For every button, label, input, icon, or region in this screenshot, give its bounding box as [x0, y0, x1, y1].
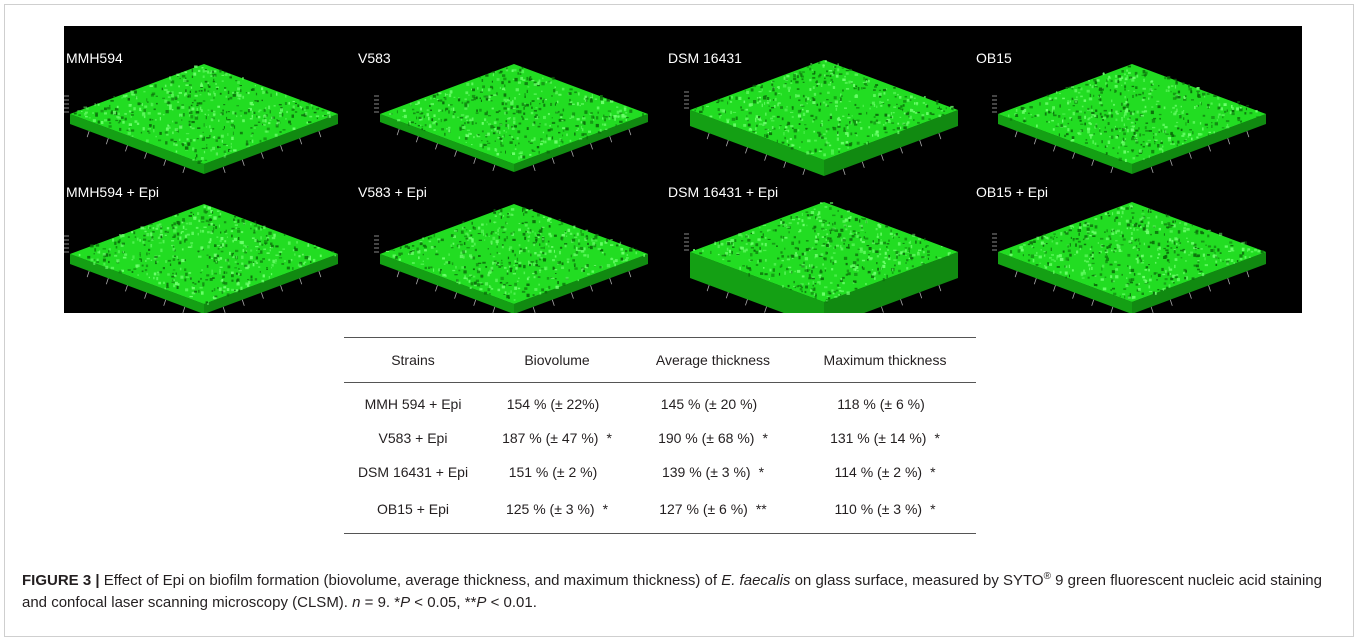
biovolume-cell: 151 % (± 2 %) — [508, 464, 598, 480]
registered-mark: ® — [1043, 571, 1051, 582]
panel-label: OB15 — [976, 50, 1012, 66]
significance-mark: * — [762, 430, 768, 446]
significance-mark: * — [758, 464, 765, 480]
significance-mark: * — [930, 464, 936, 480]
panel-label: OB15 + Epi — [976, 184, 1048, 200]
col-header-biovolume: Biovolume — [482, 337, 632, 383]
average-thickness-cell: 127 % (± 6 %) ** — [632, 489, 794, 534]
table-row: OB15 + Epi 125 % (± 3 %) * 127 % (± 6 %) *… — [344, 489, 976, 534]
results-table: Strains Biovolume Average thickness Maxi… — [344, 337, 976, 534]
strain-cell: MMH 594 + Epi — [364, 396, 462, 412]
biofilm-surface — [374, 64, 648, 172]
biovolume-cell: 187 % (± 47 %) * — [502, 430, 612, 446]
table-header-row: Strains Biovolume Average thickness Maxi… — [344, 337, 976, 383]
microscopy-images — [64, 60, 1266, 313]
col-header-average-thickness: Average thickness — [632, 337, 794, 383]
species-name: E. faecalis — [721, 572, 791, 589]
figure-frame — [4, 4, 1354, 637]
table-row: MMH 594 + Epi 154 % (± 22%) 145 % (± 20 … — [344, 383, 976, 422]
strain-cell: DSM 16431 + Epi — [357, 464, 469, 480]
biofilm-surface — [374, 204, 648, 313]
figure-number: FIGURE 3 | — [22, 572, 100, 589]
panel-label: V583 + Epi — [358, 184, 427, 200]
average-thickness-cell: 190 % (± 68 %) * — [658, 430, 768, 446]
col-header-strains: Strains — [344, 337, 482, 383]
figure-caption: FIGURE 3 | Effect of Epi on biofilm form… — [22, 571, 1322, 612]
significance-mark: ** — [755, 501, 767, 517]
microscopy-panel-grid: MMH594 V583 DSM 16431 OB15 MMH594 + Epi … — [64, 26, 1302, 313]
panel-label: MMH594 + Epi — [66, 184, 159, 200]
maximum-thickness-cell: 131 % (± 14 %) * — [830, 430, 940, 446]
average-thickness-cell: 139 % (± 3 %) * — [661, 464, 765, 480]
biofilm-surface — [992, 202, 1266, 313]
panel-label: DSM 16431 + Epi — [668, 184, 779, 200]
panel-label: V583 — [358, 50, 391, 66]
strain-cell: V583 + Epi — [378, 430, 448, 446]
biovolume-cell: 125 % (± 3 %) * — [482, 489, 632, 534]
average-thickness-cell: 145 % (± 20 %) — [660, 396, 758, 412]
biofilm-surface — [64, 204, 338, 313]
table-row: V583 + Epi 187 % (± 47 %) * 190 % (± 68 %… — [344, 421, 976, 455]
col-header-maximum-thickness: Maximum thickness — [794, 337, 976, 383]
biofilm-surface — [684, 60, 958, 176]
panel-label: DSM 16431 — [668, 50, 742, 66]
biovolume-cell: 154 % (± 22%) — [506, 396, 600, 412]
biofilm-surface — [64, 64, 338, 174]
panel-label: MMH594 — [66, 50, 123, 66]
strain-cell: OB15 + Epi — [344, 489, 482, 534]
significance-mark: * — [934, 430, 940, 446]
biofilm-surface — [684, 202, 958, 313]
significance-mark: * — [930, 501, 936, 517]
significance-mark: * — [602, 501, 609, 517]
maximum-thickness-cell: 118 % (± 6 %) — [837, 396, 925, 412]
significance-mark: * — [606, 430, 612, 446]
biofilm-surface — [992, 64, 1266, 174]
maximum-thickness-cell: 110 % (± 3 %) * — [794, 489, 976, 534]
table-row: DSM 16431 + Epi 151 % (± 2 %) 139 % (± 3… — [344, 455, 976, 489]
maximum-thickness-cell: 114 % (± 2 %) * — [834, 464, 936, 480]
